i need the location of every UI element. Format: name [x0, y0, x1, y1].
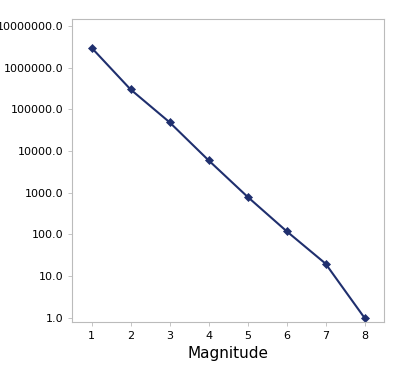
X-axis label: Magnitude: Magnitude	[188, 346, 268, 361]
